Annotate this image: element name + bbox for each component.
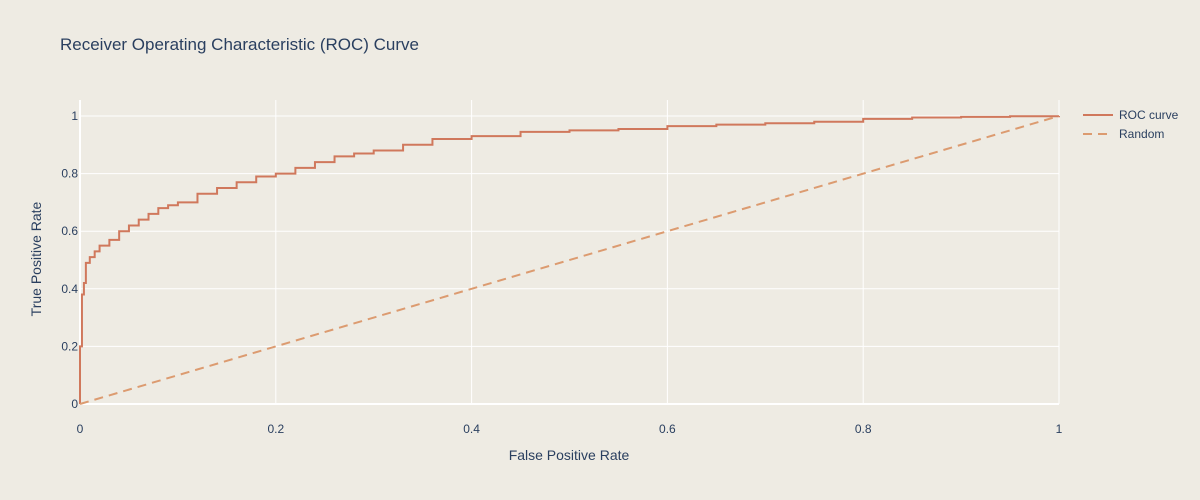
y-tick-label: 0.2 (61, 339, 78, 353)
y-tick-label: 0.8 (61, 167, 78, 181)
x-tick-label: 0.2 (267, 422, 284, 436)
chart-title: Receiver Operating Characteristic (ROC) … (60, 35, 419, 54)
x-axis: 0 0.2 0.4 0.6 0.8 1 (77, 422, 1063, 436)
y-tick-label: 0.4 (61, 282, 78, 296)
x-tick-label: 0.6 (659, 422, 676, 436)
y-tick-label: 1 (71, 109, 78, 123)
x-tick-label: 0.4 (463, 422, 480, 436)
y-tick-label: 0.6 (61, 224, 78, 238)
x-tick-label: 0.8 (855, 422, 872, 436)
legend[interactable]: ROC curve Random (1083, 108, 1179, 141)
y-axis-title: True Positive Rate (28, 201, 44, 316)
roc-curve-line (79, 115, 1060, 404)
legend-label-roc-curve[interactable]: ROC curve (1119, 108, 1179, 122)
x-axis-title: False Positive Rate (509, 447, 630, 463)
series-layer (79, 115, 1060, 405)
plot-area (79, 100, 1060, 405)
grid-lines (79, 100, 1060, 405)
random-line (79, 115, 1060, 405)
y-tick-label: 0 (71, 397, 78, 411)
y-axis: 0 0.2 0.4 0.6 0.8 1 (61, 109, 78, 411)
x-tick-label: 0 (77, 422, 84, 436)
x-tick-label: 1 (1056, 422, 1063, 436)
legend-label-random[interactable]: Random (1119, 127, 1164, 141)
